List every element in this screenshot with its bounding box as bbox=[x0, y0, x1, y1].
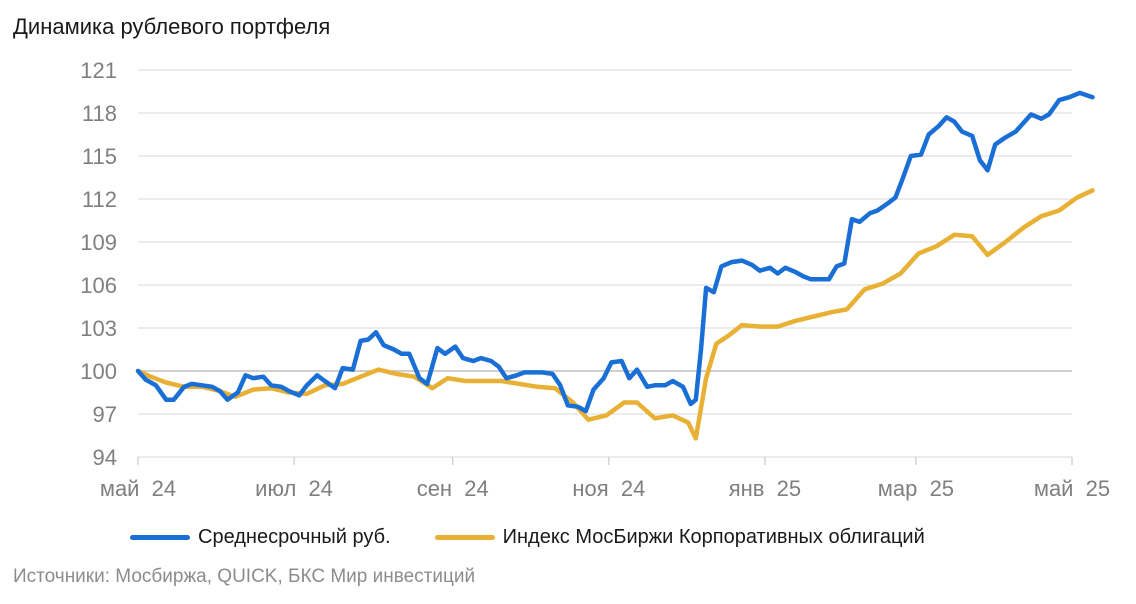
y-tick-label: 97 bbox=[93, 402, 117, 427]
y-tick-label: 109 bbox=[80, 230, 117, 255]
chart-title: Динамика рублевого портфеля bbox=[13, 14, 331, 39]
y-tick-label: 103 bbox=[80, 316, 117, 341]
y-tick-label: 106 bbox=[80, 273, 117, 298]
x-tick-label: май 25 bbox=[1034, 476, 1110, 501]
legend: Среднесрочный руб. Индекс МосБиржи Корпо… bbox=[130, 526, 969, 549]
y-tick-label: 100 bbox=[80, 359, 117, 384]
x-tick-label: янв 25 bbox=[729, 476, 801, 501]
x-tick-label: июл 24 bbox=[255, 476, 333, 501]
x-tick-label: сен 24 bbox=[417, 476, 489, 501]
y-tick-label: 121 bbox=[80, 58, 117, 83]
x-tick-label: ноя 24 bbox=[572, 476, 645, 501]
series-line-2 bbox=[135, 188, 1095, 441]
legend-item-series-2: Индекс МосБиржи Корпоративных облигаций bbox=[434, 526, 925, 549]
series-line-1 bbox=[135, 90, 1095, 414]
legend-label-series-2: Индекс МосБиржи Корпоративных облигаций bbox=[502, 526, 925, 548]
legend-label-series-1: Среднесрочный руб. bbox=[198, 526, 391, 548]
x-axis: май 24 июл 24 сен 24 ноя 24 янв 25 мар 25 май … bbox=[100, 457, 1110, 501]
grid-layer bbox=[138, 69, 1072, 458]
y-axis: 94 97 100 103 106 109 112 115 118 121 bbox=[80, 58, 117, 470]
x-tick-label: мар 25 bbox=[878, 476, 954, 501]
x-tick-label: май 24 bbox=[100, 476, 176, 501]
y-tick-label: 94 bbox=[93, 445, 117, 470]
y-tick-label: 115 bbox=[82, 144, 117, 169]
y-tick-label: 112 bbox=[82, 187, 117, 212]
y-tick-label: 118 bbox=[82, 101, 117, 126]
series-layer bbox=[135, 90, 1095, 441]
legend-item-series-1: Среднесрочный руб. bbox=[130, 526, 391, 549]
legend-swatch-series-1 bbox=[130, 535, 190, 540]
legend-swatch-series-2 bbox=[434, 535, 495, 540]
source-note: Источники: Мосбиржа, QUICK, БКС Мир инве… bbox=[13, 566, 476, 587]
